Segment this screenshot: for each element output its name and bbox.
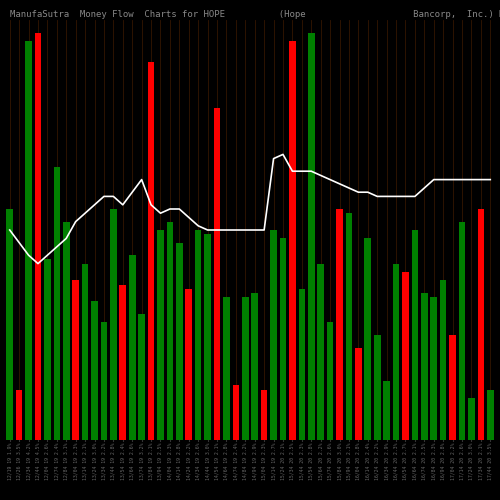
Bar [157,230,164,440]
Bar [402,272,409,440]
Bar [308,32,314,440]
Bar [110,209,116,440]
Bar [223,297,230,440]
Bar [289,41,296,440]
Bar [195,230,202,440]
Bar [421,293,428,440]
Bar [242,297,248,440]
Bar [280,238,286,440]
Bar [82,264,88,440]
Bar [487,390,494,440]
Bar [16,390,22,440]
Bar [468,398,474,440]
Bar [346,213,352,440]
Bar [430,297,437,440]
Bar [232,386,239,440]
Bar [63,222,70,440]
Bar [318,264,324,440]
Bar [374,335,380,440]
Bar [166,222,173,440]
Bar [214,108,220,440]
Bar [440,280,446,440]
Bar [261,390,268,440]
Bar [186,289,192,440]
Bar [252,293,258,440]
Bar [34,32,42,440]
Bar [100,322,107,440]
Bar [412,230,418,440]
Bar [72,280,79,440]
Bar [327,322,334,440]
Bar [364,238,371,440]
Bar [91,302,98,440]
Bar [393,264,400,440]
Text: ManufaSutra  Money Flow  Charts for HOPE          (Hope                    Banco: ManufaSutra Money Flow Charts for HOPE (… [10,10,500,19]
Bar [355,348,362,440]
Bar [148,62,154,440]
Bar [138,314,145,440]
Bar [54,167,60,440]
Bar [298,289,305,440]
Bar [44,260,51,440]
Bar [384,381,390,440]
Bar [478,209,484,440]
Bar [26,41,32,440]
Bar [6,209,13,440]
Bar [129,255,136,440]
Bar [176,242,182,440]
Bar [270,230,277,440]
Bar [450,335,456,440]
Bar [336,209,343,440]
Bar [458,222,466,440]
Bar [120,284,126,440]
Bar [204,234,211,440]
